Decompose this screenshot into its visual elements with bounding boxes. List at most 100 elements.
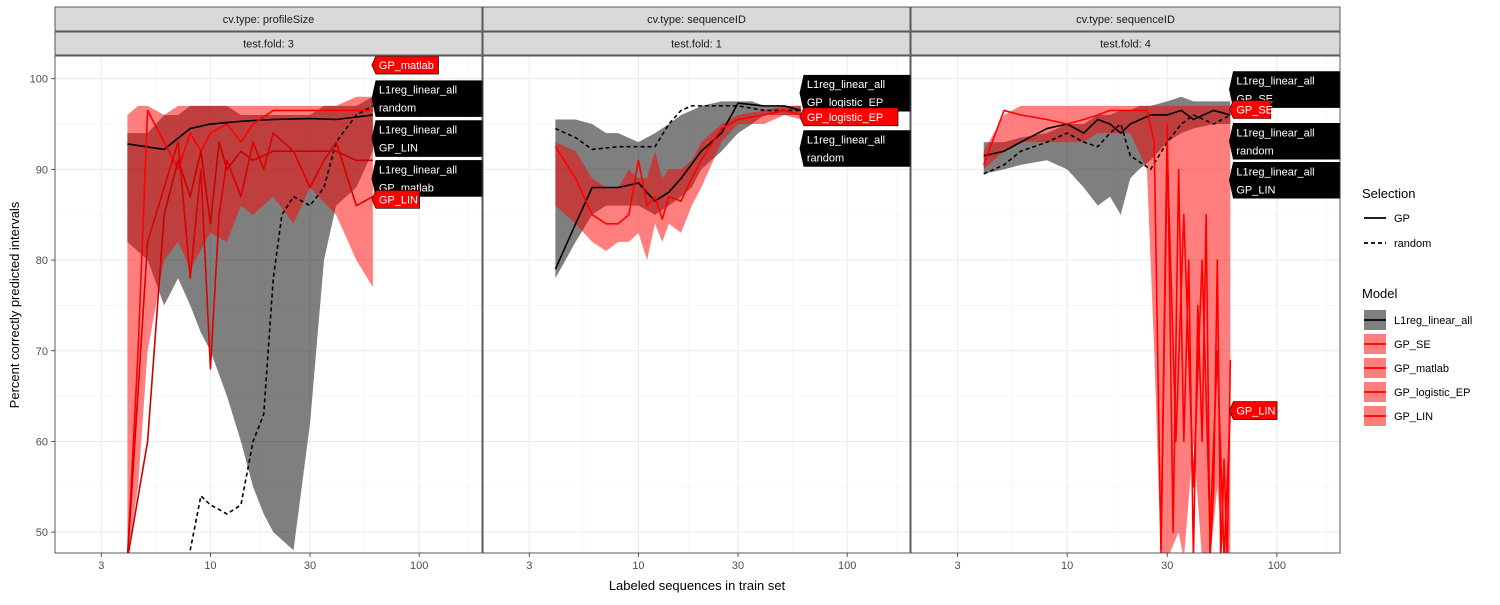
y-tick-label: 80	[36, 255, 48, 267]
series-line-L1reg_linear_all-GP	[983, 109, 1231, 157]
direct-label-text: L1reg_linear_all	[807, 135, 885, 147]
legend-model-title: Model	[1362, 286, 1398, 301]
y-tick-label: 60	[36, 436, 48, 448]
strip-top-label: cv.type: sequenceID	[1076, 14, 1175, 26]
legend-model-label: GP_matlab	[1394, 363, 1449, 375]
series-line-L1reg_linear_all-random	[983, 114, 1231, 175]
strip-top-label: cv.type: profileSize	[223, 14, 315, 26]
panel-data-layer	[982, 96, 1232, 553]
series-line-GP_logistic_EP-GP	[554, 109, 802, 225]
strip-top-box	[482, 6, 911, 32]
y-tick-label: 100	[30, 74, 48, 86]
strip-top-box	[910, 6, 1341, 32]
strip-top-box	[54, 6, 483, 32]
y-tick-label: 90	[36, 164, 48, 176]
direct-label-group: L1reg_linear_all GP_LIN	[1229, 161, 1341, 199]
direct-label-box	[1229, 100, 1272, 119]
direct-label-text: GP_LIN	[379, 143, 418, 155]
direct-label-text: GP_logistic_EP	[807, 112, 883, 124]
x-tick-label: 30	[732, 560, 744, 572]
direct-label-box	[371, 189, 420, 209]
facet-panel-2: cv.type: sequenceID test.fold: 1 L1reg_lin…	[482, 6, 911, 572]
legend-model-label: GP_SE	[1394, 339, 1431, 351]
strip-bottom-label: test.fold: 1	[671, 39, 722, 51]
ribbon-GP_logistic_EP	[555, 105, 801, 261]
direct-label-text: random	[1236, 145, 1273, 157]
direct-label-group: L1reg_linear_all GP_logistic_EP	[799, 74, 911, 112]
x-tick-label: 30	[304, 560, 316, 572]
direct-label-group: GP_matlab	[371, 55, 439, 75]
direct-label-text: GP_matlab	[379, 60, 434, 72]
direct-label-box	[371, 55, 439, 75]
direct-label-text: GP_SE	[1236, 105, 1273, 117]
direct-label-text: L1reg_linear_all	[379, 125, 457, 137]
x-tick-label: 3	[526, 560, 532, 572]
direct-label-text: GP_LIN	[1236, 406, 1275, 418]
direct-label-text: random	[807, 153, 844, 165]
direct-label-text: L1reg_linear_all	[1236, 76, 1314, 88]
direct-label-group: L1reg_linear_all GP_LIN	[371, 120, 483, 157]
x-tick-label: 100	[1268, 560, 1286, 572]
x-tick-label: 3	[954, 560, 960, 572]
series-line-GP_SE-GP	[126, 109, 373, 553]
direct-label-text: L1reg_linear_all	[1236, 127, 1314, 139]
direct-label-group: GP_SE	[1229, 100, 1273, 119]
strip-top-label: cv.type: sequenceID	[647, 14, 746, 26]
direct-label-box	[799, 107, 899, 127]
strip-bottom-label: test.fold: 3	[243, 39, 294, 51]
y-tick-label: 70	[36, 346, 48, 358]
legend-selection-label: random	[1394, 238, 1431, 250]
direct-label-box	[1229, 401, 1278, 420]
series-line-L1reg_linear_all-random	[189, 105, 374, 551]
strip-bottom-label: test.fold: 4	[1100, 39, 1151, 51]
direct-label-group: GP_LIN	[1229, 401, 1278, 420]
series-line-L1reg_linear_all-GP	[127, 114, 373, 151]
x-tick-label: 3	[98, 560, 104, 572]
panel-border	[482, 55, 911, 554]
series-line-GP_LIN-GP	[1160, 150, 1232, 553]
series-line-GP_LIN-GP	[126, 132, 374, 553]
strip-bottom-box	[482, 31, 911, 56]
direct-label-text: random	[379, 103, 416, 115]
legend-model-label: GP_LIN	[1394, 411, 1433, 423]
y-tick-label: 50	[36, 527, 48, 539]
x-tick-label: 100	[410, 560, 428, 572]
legend: Selection GP random Model L1reg_linear_all GP…	[1362, 186, 1472, 426]
series-line-GP_matlab-GP	[127, 141, 373, 553]
panel-border	[910, 55, 1341, 554]
x-tick-label: 30	[1161, 560, 1173, 572]
strip-bottom-box	[910, 31, 1341, 56]
direct-label-group: GP_logistic_EP	[799, 107, 899, 127]
facet-panel-3: cv.type: sequenceID test.fold: 4 L1reg_lin…	[910, 6, 1341, 572]
panel-data-layer	[126, 96, 374, 553]
facet-panel-1: cv.type: profileSize test.fold: 3 GP_matla…	[30, 6, 483, 572]
ribbon-GP_SE	[127, 96, 373, 553]
direct-label-text: L1reg_linear_all	[807, 79, 885, 91]
direct-label-text: L1reg_linear_all	[1236, 166, 1314, 178]
x-tick-label: 10	[1061, 560, 1073, 572]
panel-border	[54, 55, 483, 554]
legend-model-label: L1reg_linear_all	[1394, 315, 1472, 327]
x-tick-label: 10	[204, 560, 216, 572]
x-axis-title: Labeled sequences in train set	[609, 578, 786, 593]
series-line-L1reg_linear_all-GP	[554, 102, 802, 270]
direct-label-text: L1reg_linear_all	[379, 164, 457, 176]
y-axis-title: Percent correctly predicted intervals	[7, 201, 22, 408]
direct-label-text: GP_logistic_EP	[807, 97, 883, 109]
direct-label-text: GP_LIN	[379, 194, 418, 206]
legend-selection-label: GP	[1394, 213, 1410, 225]
direct-label-text: GP_LIN	[1236, 184, 1275, 196]
legend-selection-title: Selection	[1362, 186, 1415, 201]
direct-label-text: L1reg_linear_all	[379, 85, 457, 97]
legend-model-label: GP_logistic_EP	[1394, 387, 1470, 399]
direct-label-group: GP_LIN	[371, 189, 420, 209]
series-line-L1reg_linear_all-random	[555, 105, 801, 151]
x-tick-label: 10	[632, 560, 644, 572]
x-tick-label: 100	[838, 560, 856, 572]
